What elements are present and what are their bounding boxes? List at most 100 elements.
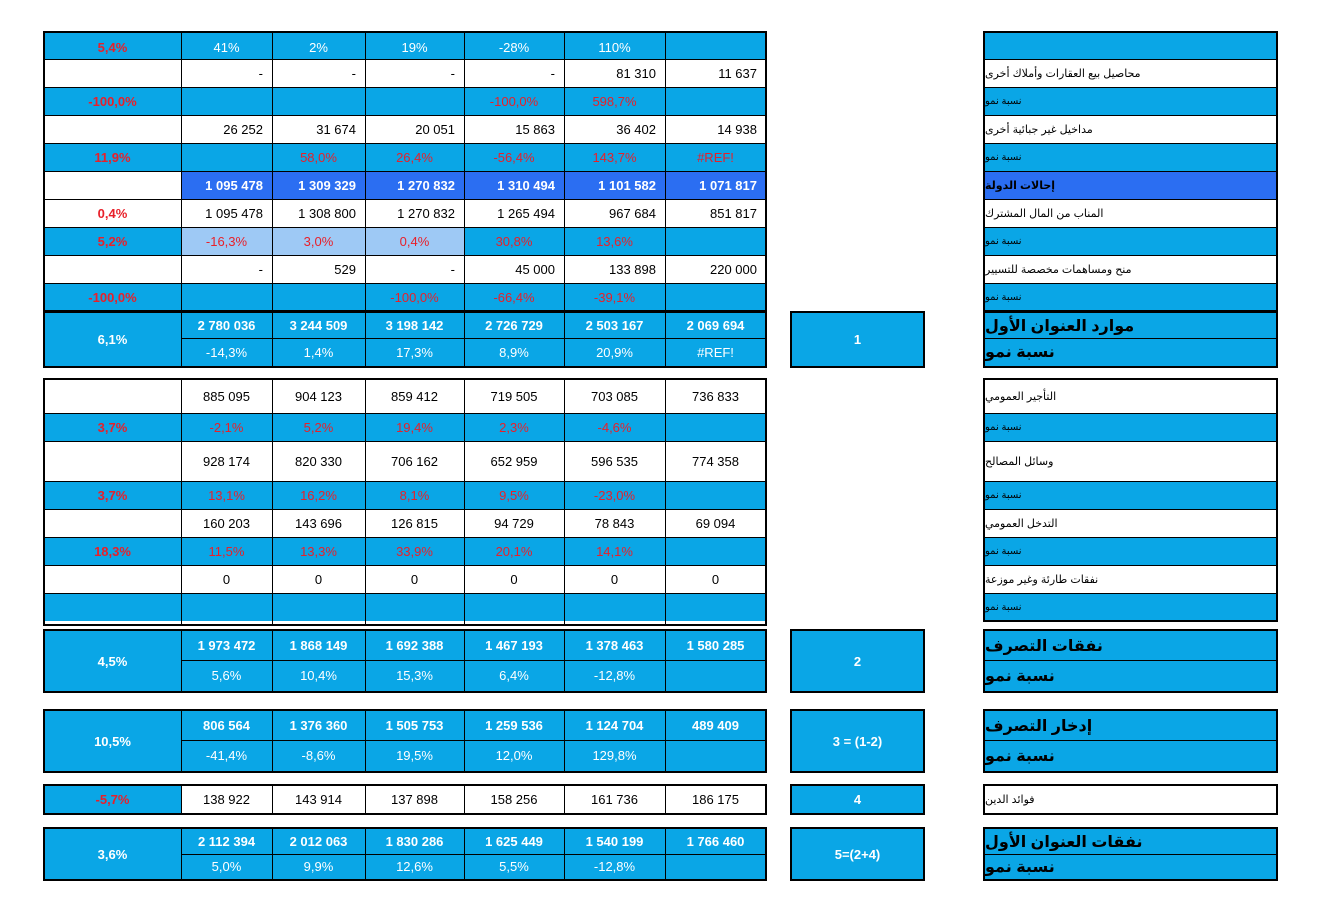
total-resources-growth[interactable]: 17,3% [365,338,464,366]
row-operating-grants-cell[interactable]: 220 000 [665,255,766,283]
row-service-means-cell[interactable]: 596 535 [564,441,665,481]
row-public-intervention-cell[interactable]: 143 696 [272,509,365,537]
total-operating-savings-growth[interactable]: -41,4% [181,740,272,771]
row-operating-grants-label[interactable]: منح ومساهمات مخصصة للتسيير [985,255,1277,283]
row-public-intervention-cell[interactable]: 160 203 [181,509,272,537]
row-top-growth-pct[interactable]: 5,4% [44,33,181,61]
total-operating-expenses-value[interactable]: 1 868 149 [272,631,365,660]
row-public-intervention-label[interactable]: التدخل العمومي [985,509,1277,537]
row-service-means-growth-cell[interactable]: 9,5% [464,481,564,509]
row-unforeseen-expenses-growth-cell[interactable] [464,593,564,621]
total-operating-savings-growth-label[interactable]: نسبة نمو [985,740,1277,771]
row-non-tax-revenue-growth-pct[interactable]: 11,9% [44,143,181,171]
row-operating-grants-growth-cell[interactable]: -100,0% [365,283,464,311]
total-title1-expenses-value[interactable]: 1 625 449 [464,829,564,854]
row-public-wages-growth-cell[interactable]: 2,3% [464,413,564,441]
total-operating-expenses-index[interactable]: 2 [791,631,924,691]
row-common-fund-growth-cell[interactable]: -16,3% [181,227,272,255]
total-operating-expenses-growth[interactable] [665,660,766,691]
row-service-means-growth-cell[interactable]: 13,1% [181,481,272,509]
row-top-growth-cell[interactable]: -28% [464,33,564,61]
row-property-sales-cell[interactable]: - [464,59,564,87]
row-service-means-growth-cell[interactable] [665,481,766,509]
total-resources-growth[interactable]: -14,3% [181,338,272,366]
total-operating-expenses-value[interactable]: 1 692 388 [365,631,464,660]
row-operating-grants-pct[interactable] [44,255,181,283]
row-unforeseen-expenses-cell[interactable]: 0 [464,565,564,593]
total-title1-expenses-growth[interactable] [665,854,766,879]
total-title1-expenses-value[interactable]: 1 766 460 [665,829,766,854]
row-service-means-cell[interactable]: 820 330 [272,441,365,481]
total-resources-index[interactable]: 1 [791,313,924,366]
row-top-growth-cell[interactable]: 110% [564,33,665,61]
total-title1-expenses-label[interactable]: نفقات العنوان الأول [985,829,1277,854]
row-unforeseen-expenses-cell[interactable]: 0 [665,565,766,593]
row-top-growth-cell[interactable]: 41% [181,33,272,61]
row-public-intervention-cell[interactable]: 69 094 [665,509,766,537]
row-property-sales-cell[interactable]: 81 310 [564,59,665,87]
row-top-growth-cell[interactable]: 2% [272,33,365,61]
debt-interest-value[interactable]: 161 736 [564,786,665,813]
row-public-wages-cell[interactable]: 885 095 [181,380,272,413]
total-operating-savings-value[interactable]: 1 376 360 [272,711,365,740]
debt-interest-value[interactable]: 143 914 [272,786,365,813]
row-state-transfers-cell[interactable]: 1 095 478 [181,171,272,199]
row-unforeseen-expenses-cell[interactable]: 0 [272,565,365,593]
row-non-tax-revenue-cell[interactable]: 26 252 [181,115,272,143]
row-unforeseen-expenses-growth-cell[interactable] [181,593,272,621]
row-public-wages-growth-label[interactable]: نسبة نمو [985,413,1277,441]
row-common-fund-cell[interactable]: 851 817 [665,199,766,227]
total-operating-savings-index[interactable]: 3 = (1-2) [791,711,924,771]
debt-interest-value[interactable]: 137 898 [365,786,464,813]
row-service-means-label[interactable]: وسائل المصالح [985,441,1277,481]
row-property-sales-cell[interactable]: - [181,59,272,87]
row-top-growth-cell[interactable]: 19% [365,33,464,61]
row-service-means-cell[interactable]: 706 162 [365,441,464,481]
row-property-sales-growth-cell[interactable] [365,87,464,115]
total-resources-value[interactable]: 2 780 036 [181,313,272,338]
debt-interest-value[interactable]: 158 256 [464,786,564,813]
total-resources-label[interactable]: موارد العنوان الأول [985,313,1277,338]
row-public-wages-growth-pct[interactable]: 3,7% [44,413,181,441]
total-title1-expenses-value[interactable]: 2 112 394 [181,829,272,854]
total-operating-expenses-growth[interactable]: 5,6% [181,660,272,691]
row-non-tax-revenue-growth-cell[interactable] [181,143,272,171]
row-public-wages-growth-cell[interactable] [665,413,766,441]
row-property-sales-cell[interactable]: - [272,59,365,87]
row-common-fund-pct[interactable]: 0,4% [44,199,181,227]
row-public-intervention-cell[interactable]: 94 729 [464,509,564,537]
row-non-tax-revenue-growth-label[interactable]: نسبة نمو [985,143,1277,171]
row-unforeseen-expenses-cell[interactable]: 0 [181,565,272,593]
row-non-tax-revenue-cell[interactable]: 14 938 [665,115,766,143]
total-title1-expenses-growth[interactable]: 5,0% [181,854,272,879]
total-resources-growth[interactable]: #REF! [665,338,766,366]
row-operating-grants-growth-cell[interactable]: -66,4% [464,283,564,311]
total-resources-growth[interactable]: 1,4% [272,338,365,366]
row-public-wages-label[interactable]: التأجير العمومي [985,380,1277,413]
row-state-transfers-label[interactable]: إحالات الدولة [985,171,1277,199]
row-service-means-cell[interactable]: 652 959 [464,441,564,481]
row-public-intervention-growth-cell[interactable] [665,537,766,565]
row-operating-grants-growth-cell[interactable] [181,283,272,311]
row-operating-grants-growth-pct[interactable]: -100,0% [44,283,181,311]
total-title1-expenses-value[interactable]: 1 540 199 [564,829,665,854]
total-title1-expenses-value[interactable]: 2 012 063 [272,829,365,854]
row-public-intervention-cell[interactable]: 78 843 [564,509,665,537]
row-public-intervention-growth-cell[interactable]: 11,5% [181,537,272,565]
row-service-means-growth-cell[interactable]: -23,0% [564,481,665,509]
debt-interest-value[interactable]: 186 175 [665,786,766,813]
row-non-tax-revenue-growth-cell[interactable]: 143,7% [564,143,665,171]
row-public-wages-cell[interactable]: 859 412 [365,380,464,413]
row-state-transfers-cell[interactable]: 1 071 817 [665,171,766,199]
row-service-means-growth-cell[interactable]: 8,1% [365,481,464,509]
row-public-wages-cell[interactable]: 904 123 [272,380,365,413]
row-public-intervention-growth-cell[interactable]: 13,3% [272,537,365,565]
total-operating-savings-growth[interactable] [665,740,766,771]
row-public-wages-pct[interactable] [44,380,181,413]
row-property-sales-growth-pct[interactable]: -100,0% [44,87,181,115]
row-common-fund-cell[interactable]: 1 265 494 [464,199,564,227]
total-title1-expenses-growth[interactable]: 12,6% [365,854,464,879]
row-service-means-cell[interactable]: 774 358 [665,441,766,481]
row-public-intervention-growth-pct[interactable]: 18,3% [44,537,181,565]
row-operating-grants-cell[interactable]: 529 [272,255,365,283]
